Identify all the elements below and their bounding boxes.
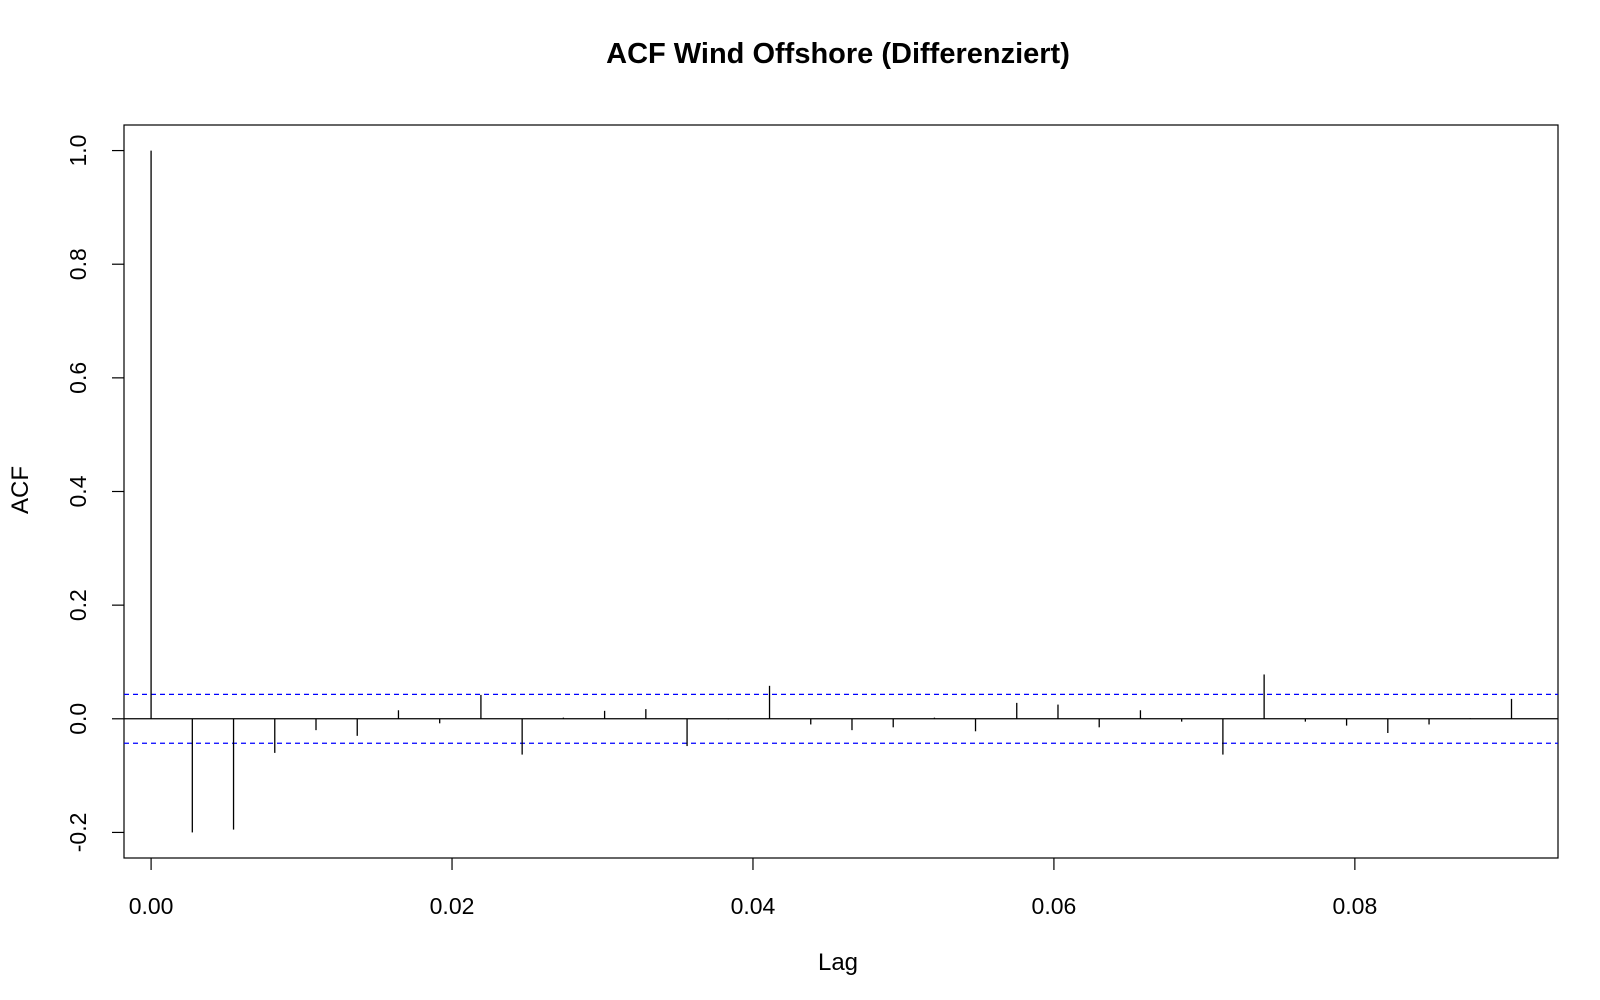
y-axis-label: ACF bbox=[7, 466, 34, 514]
y-tick-label: 0.2 bbox=[65, 589, 91, 621]
x-tick-label: 0.08 bbox=[1332, 893, 1377, 919]
y-tick-label: 0.4 bbox=[65, 475, 91, 507]
y-tick-label: 0.0 bbox=[65, 703, 91, 735]
x-axis-label: Lag bbox=[818, 949, 858, 976]
plot-area: 0.00 0.02 0.04 0.06 0.08 -0.2 0.0 0.2 0.4 0.6 0.8 1… bbox=[65, 124, 1559, 919]
y-tick-label: -0.2 bbox=[65, 813, 91, 853]
x-tick-label: 0.02 bbox=[430, 893, 475, 919]
chart-title: ACF Wind Offshore (Differenziert) bbox=[606, 38, 1070, 70]
x-tick-label: 0.00 bbox=[129, 893, 174, 919]
x-tick-label: 0.04 bbox=[731, 893, 776, 919]
plot-frame bbox=[123, 124, 1559, 859]
y-tick-label: 0.6 bbox=[65, 362, 91, 394]
y-tick-label: 0.8 bbox=[65, 248, 91, 280]
y-tick-label: 1.0 bbox=[65, 135, 91, 167]
x-tick-label: 0.06 bbox=[1032, 893, 1077, 919]
